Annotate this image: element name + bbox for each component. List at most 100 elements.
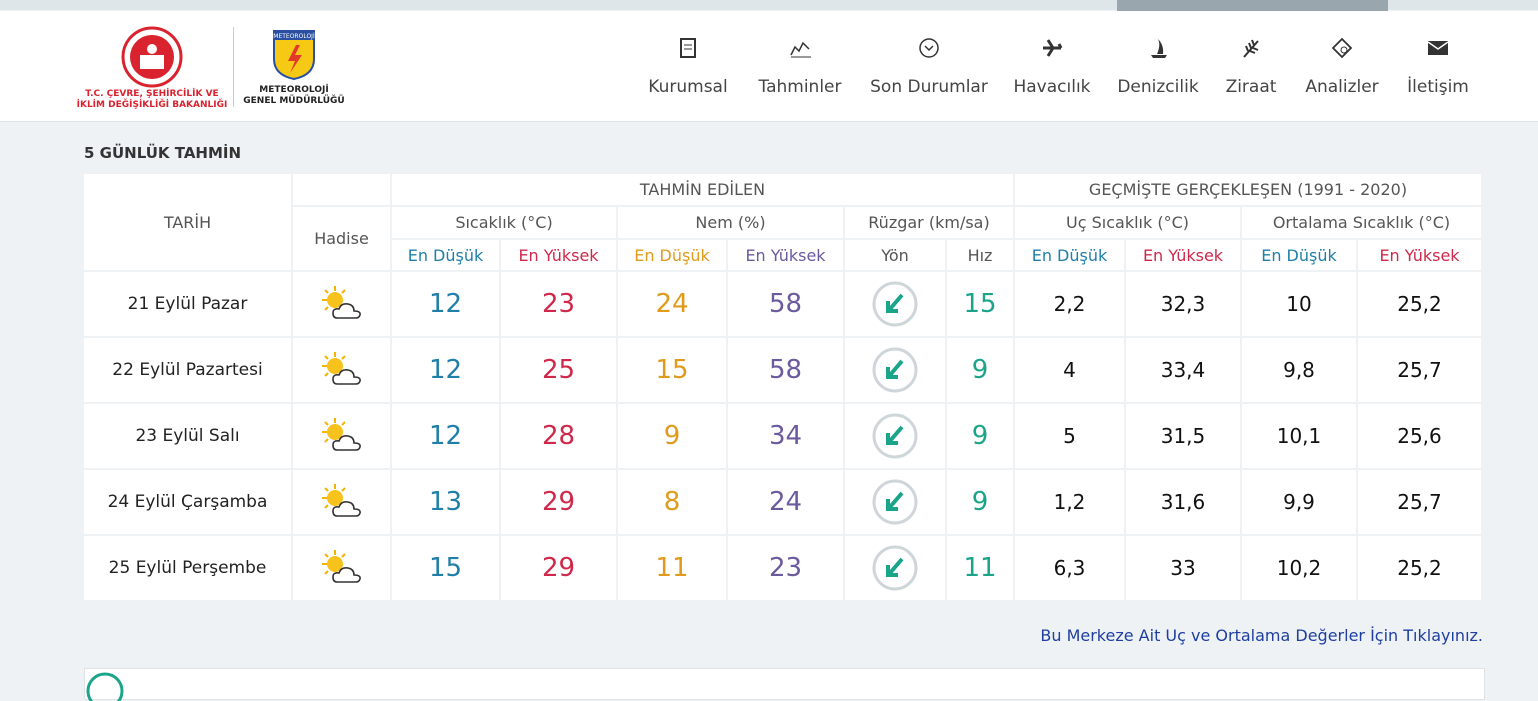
icon (1043, 39, 1063, 57)
weather-icon (321, 484, 361, 517)
nav-icon (1186, 37, 1316, 65)
value-cell: 10 (1242, 272, 1356, 336)
values-link[interactable]: Bu Merkeze Ait Uç ve Ortalama Değerler İ… (1040, 626, 1483, 645)
nav-icon (1373, 37, 1503, 65)
value-cell: 2,2 (1015, 272, 1124, 336)
wind-icon (872, 347, 918, 393)
header-cell: Rüzgar (km/sa) (845, 207, 1013, 238)
divider (233, 27, 234, 107)
mgm-name: METEOROLOJİ GENEL MÜDÜRLÜĞÜ (238, 85, 350, 107)
date-cell: 24 Eylül Çarşamba (84, 470, 291, 534)
value-cell: 10,1 (1242, 404, 1356, 468)
value-cell: 5 (1015, 404, 1124, 468)
value-cell: 25,2 (1358, 272, 1481, 336)
value-cell: 9,9 (1242, 470, 1356, 534)
date-cell: 22 Eylül Pazartesi (84, 338, 291, 402)
header-cell: En Düşük (392, 240, 499, 270)
nav-icon (1277, 37, 1407, 65)
value-cell: 10,2 (1242, 536, 1356, 600)
icon (1427, 41, 1449, 55)
nav-label: Son Durumlar (870, 77, 988, 97)
header-cell: Sıcaklık (°C) (392, 207, 616, 238)
event-cell (293, 470, 390, 534)
nav-item[interactable]: İletişim (1373, 37, 1503, 97)
header-cell: Ortalama Sıcaklık (°C) (1242, 207, 1481, 238)
header-cell: En Düşük (618, 240, 726, 270)
value-cell: 11 (618, 536, 726, 600)
ministry-line: İKLİM DEĞİŞİKLİĞİ BAKANLIĞI (76, 100, 228, 110)
value-cell: 25,7 (1358, 470, 1481, 534)
header-cell: En Yüksek (728, 240, 843, 270)
header-cell: GEÇMİŞTE GERÇEKLEŞEN (1991 - 2020) (1015, 174, 1481, 205)
value-cell: 11 (947, 536, 1013, 600)
value-cell: 25,6 (1358, 404, 1481, 468)
value-cell: 25 (501, 338, 616, 402)
value-cell: 9 (618, 404, 726, 468)
header-cell: En Düşük (1242, 240, 1356, 270)
weather-icon (321, 352, 361, 385)
nav-icon (623, 37, 753, 65)
value-cell: 33,4 (1126, 338, 1240, 402)
next-panel (84, 668, 1485, 701)
value-cell: 25,7 (1358, 338, 1481, 402)
value-cell: 9 (947, 470, 1013, 534)
nav-item[interactable]: Tahminler (735, 37, 865, 97)
icon (790, 41, 811, 58)
ministry-emblem (121, 26, 183, 88)
wind-icon (872, 545, 918, 591)
direction-cell (845, 536, 945, 600)
value-cell: 15 (618, 338, 726, 402)
direction-cell (845, 272, 945, 336)
weather-icon (321, 550, 361, 583)
header-cell (293, 174, 390, 205)
value-cell: 24 (728, 470, 843, 534)
header: T.C. ÇEVRE, ŞEHİRCİLİK VE İKLİM DEĞİŞİKL… (0, 11, 1538, 122)
nav-icon (1093, 37, 1223, 65)
value-cell: 31,6 (1126, 470, 1240, 534)
nav-item[interactable]: Kurumsal (623, 37, 753, 97)
nav-label: Denizcilik (1117, 77, 1199, 97)
value-cell: 24 (618, 272, 726, 336)
event-cell (293, 404, 390, 468)
date-cell: 25 Eylül Perşembe (84, 536, 291, 600)
value-cell: 13 (392, 470, 499, 534)
value-cell: 12 (392, 404, 499, 468)
wind-icon (872, 413, 918, 459)
badge-text: METEOROLOJİ (273, 33, 315, 40)
icon (1243, 39, 1259, 58)
header-cell: TARİH (84, 174, 291, 270)
nav-item[interactable]: Ziraat (1186, 37, 1316, 97)
header-cell: Yön (845, 240, 945, 270)
nav-label: Havacılık (1013, 77, 1091, 97)
icon (1331, 37, 1353, 59)
value-cell: 9 (947, 338, 1013, 402)
direction-cell (845, 470, 945, 534)
value-cell: 15 (947, 272, 1013, 336)
nav-item[interactable]: Denizcilik (1093, 37, 1223, 97)
value-cell: 58 (728, 338, 843, 402)
value-cell: 8 (618, 470, 726, 534)
direction-cell (845, 404, 945, 468)
mgm-line: METEOROLOJİ (259, 85, 329, 95)
value-cell: 34 (728, 404, 843, 468)
mgm-emblem: METEOROLOJİ (273, 30, 315, 81)
nav-icon (735, 37, 865, 65)
event-cell (293, 536, 390, 600)
header-cell: En Yüksek (1126, 240, 1240, 270)
value-cell: 6,3 (1015, 536, 1124, 600)
nav-item[interactable]: Son Durumlar (864, 37, 994, 97)
value-cell: 12 (392, 338, 499, 402)
nav-item[interactable]: Analizler (1277, 37, 1407, 97)
value-cell: 1,2 (1015, 470, 1124, 534)
nav-label: Tahminler (758, 77, 842, 97)
icon (919, 38, 939, 58)
direction-cell (845, 338, 945, 402)
nav-label: Kurumsal (648, 77, 728, 97)
nav-item[interactable]: Havacılık (987, 37, 1117, 97)
section-title: 5 GÜNLÜK TAHMİN (84, 144, 242, 162)
header-cell: En Yüksek (501, 240, 616, 270)
value-cell: 29 (501, 536, 616, 600)
event-cell (293, 272, 390, 336)
value-cell: 58 (728, 272, 843, 336)
header-cell: En Yüksek (1358, 240, 1481, 270)
